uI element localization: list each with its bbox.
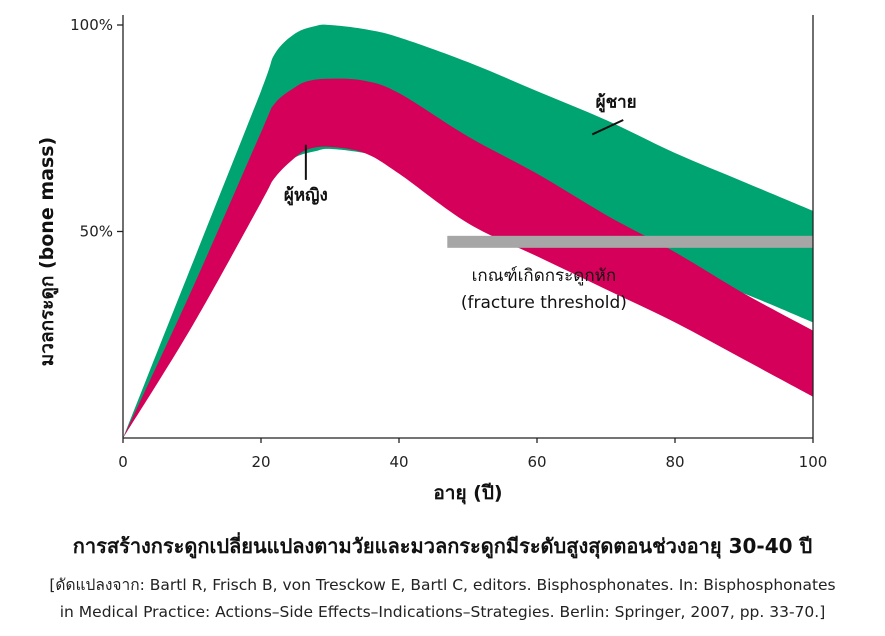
x-axis-ticks: 0 20 40 60 80 100 — [118, 438, 827, 471]
women-series-label: ผู้หญิง — [284, 186, 328, 207]
x-axis-label: อายุ (ปี) — [433, 482, 502, 505]
y-tick-label: 100% — [70, 16, 113, 34]
x-tick-label: 20 — [251, 453, 270, 471]
y-axis-ticks: 50% 100% — [70, 16, 123, 241]
x-tick-label: 60 — [527, 453, 546, 471]
men-label-pointer — [591, 119, 624, 136]
y-axis-label: มวลกระดูก (bone mass) — [36, 137, 59, 367]
bone-mass-chart: 0 20 40 60 80 100 50% 100% ผู้ชาย ผู้หญิง เกณฑ… — [36, 15, 827, 505]
x-tick-label: 80 — [665, 453, 684, 471]
x-tick-label: 40 — [389, 453, 408, 471]
fracture-threshold-bar — [447, 235, 813, 248]
chart-title: การสร้างกระดูกเปลี่ยนแปลงตามวัยและมวลกระ… — [72, 534, 813, 558]
men-series-label: ผู้ชาย — [596, 93, 637, 114]
y-tick-label: 50% — [80, 223, 113, 241]
x-tick-label: 100 — [799, 453, 828, 471]
threshold-label-thai: เกณฑ์เกิดกระดูกหัก — [472, 266, 617, 286]
threshold-label-english: (fracture threshold) — [461, 293, 627, 313]
citation-line-2: in Medical Practice: Actions–Side Effect… — [59, 603, 826, 621]
series-bands — [123, 24, 813, 438]
citation-line-1: [ดัดแปลงจาก: Bartl R, Frisch B, von Tres… — [49, 576, 836, 594]
x-tick-label: 0 — [118, 453, 128, 471]
band-series-women — [123, 78, 813, 438]
